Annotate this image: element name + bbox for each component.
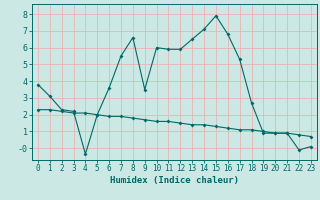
X-axis label: Humidex (Indice chaleur): Humidex (Indice chaleur): [110, 176, 239, 185]
